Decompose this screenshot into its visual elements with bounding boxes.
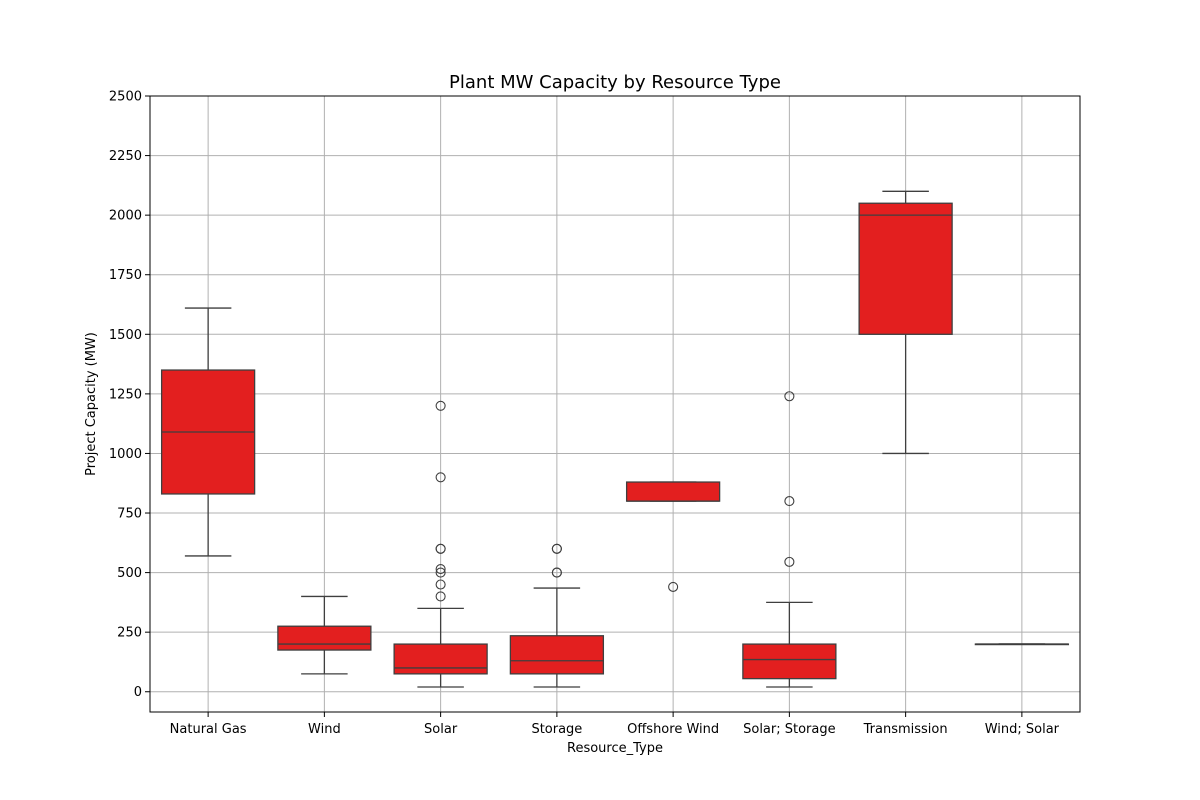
y-tick-label: 1500 — [109, 328, 142, 343]
box-iqr — [625, 481, 721, 502]
y-tick-label: 1750 — [109, 268, 142, 283]
x-tick-label: Storage — [531, 722, 582, 737]
grid-lines — [150, 95, 1080, 712]
x-tick-label: Offshore Wind — [627, 722, 719, 737]
box-iqr — [393, 643, 488, 675]
y-tick-label: 250 — [117, 626, 142, 641]
outlier-point — [551, 543, 562, 554]
y-tick-label: 1250 — [109, 387, 142, 402]
box-iqr — [277, 625, 372, 651]
outlier-point — [435, 567, 446, 578]
box-iqr — [509, 635, 605, 675]
outlier-point — [784, 496, 795, 507]
x-axis-label: Resource_Type — [567, 741, 663, 756]
plot-area-frame — [149, 95, 1081, 713]
y-axis-label: Project Capacity (MW) — [84, 332, 99, 476]
chart-title: Plant MW Capacity by Resource Type — [449, 72, 781, 93]
y-tick-label: 1000 — [109, 447, 142, 462]
box-series — [160, 190, 1070, 688]
y-tick-label: 2250 — [109, 149, 142, 164]
x-tick-label: Solar; Storage — [743, 722, 836, 737]
x-tick-label: Natural Gas — [170, 722, 247, 737]
x-axis-ticks: Natural Gas Wind Solar Storage Offshore Wind… — [170, 712, 1060, 737]
outlier-point — [784, 556, 795, 567]
box-iqr — [858, 202, 953, 335]
x-tick-label: Wind; Solar — [985, 722, 1060, 737]
box-iqr — [742, 643, 837, 680]
y-axis-ticks: 0 250 500 750 1000 1250 1500 1750 2000 2250 2500 — [109, 90, 150, 700]
outlier-point — [435, 543, 446, 554]
x-tick-label: Transmission — [863, 722, 948, 737]
outlier-point — [435, 563, 446, 575]
outlier-point — [668, 581, 679, 592]
y-tick-label: 500 — [117, 566, 142, 581]
outlier-point — [435, 400, 446, 411]
outlier-point — [435, 591, 446, 602]
outlier-point — [784, 391, 795, 402]
x-tick-label: Wind — [308, 722, 341, 737]
outlier-point — [435, 472, 446, 483]
outlier-point — [551, 567, 562, 578]
outlier-point — [435, 579, 446, 590]
y-tick-label: 2500 — [109, 90, 142, 105]
x-tick-label: Solar — [424, 722, 458, 737]
y-tick-label: 0 — [134, 685, 142, 700]
y-tick-label: 750 — [117, 507, 142, 522]
y-tick-label: 2000 — [109, 209, 142, 224]
